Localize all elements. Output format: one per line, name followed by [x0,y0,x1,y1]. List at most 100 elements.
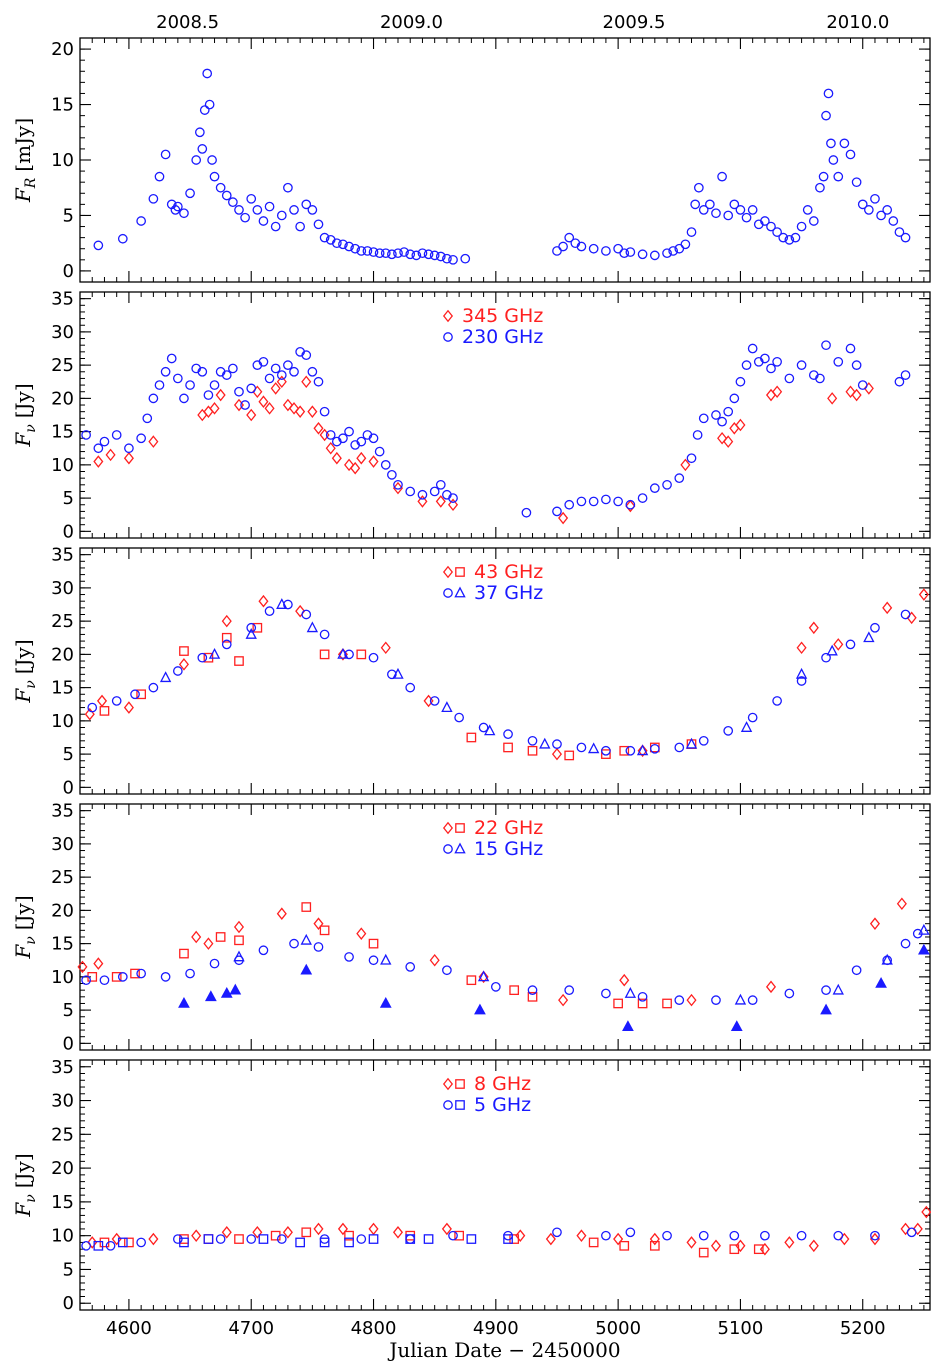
data-point [392,667,404,679]
data-point [258,594,269,608]
data-point [906,611,917,625]
data-point [741,360,752,370]
data-point [417,248,428,259]
data-point [136,216,147,226]
data-point [823,88,834,99]
data-point [179,646,189,656]
data-point [233,920,245,934]
data-point [81,975,91,986]
data-point [625,745,636,756]
data-point [331,238,342,249]
data-point [442,253,452,264]
data-point [319,649,330,660]
data-point [350,243,361,254]
data-point [191,930,202,944]
data-point [723,435,734,448]
data-point [740,721,753,732]
data-point [203,937,214,950]
data-point [387,469,397,480]
data-point [435,251,446,262]
data-point [680,239,691,250]
data-point [601,745,611,756]
data-point [228,363,238,374]
data-point [93,443,104,454]
data-point [130,968,140,979]
y-axis-label-unit: [Jy] [11,383,35,418]
data-point [747,712,758,723]
data-point [313,1222,324,1236]
data-series [81,340,911,518]
data-point [784,1236,795,1249]
data-point [466,732,477,743]
data-point [545,1232,556,1246]
data-point [99,975,110,986]
legend-marker [442,309,454,323]
data-point [338,433,348,444]
data-point [197,366,208,377]
data-point [698,413,709,424]
data-point [474,1003,486,1015]
data-point [276,375,287,389]
data-point [717,171,727,182]
data-point [588,496,599,507]
data-point [368,652,379,663]
data-point [264,201,275,212]
data-point [918,588,929,601]
data-point [441,701,453,712]
data-point [826,138,836,149]
data-point [319,232,330,243]
data-point [123,701,134,714]
data-point [833,638,844,651]
data-point [258,945,269,956]
data-point [851,360,862,370]
data-point [172,201,183,212]
data-point [760,1230,770,1241]
data-point [221,614,232,628]
data-point [730,1020,743,1032]
data-point [204,990,217,1002]
data-point [576,742,587,753]
y-tick-label: 35 [51,1057,74,1078]
data-point [876,210,886,221]
data-point [202,68,213,79]
data-point [588,1237,599,1248]
data-point [888,216,899,226]
data-point [380,460,391,470]
data-point [337,1222,348,1236]
year-tick-label: 2009.5 [603,12,666,33]
data-point [637,493,648,503]
data-point [300,963,313,975]
data-point [845,343,856,354]
data-point [270,221,281,232]
data-point [766,363,776,374]
data-point [478,970,489,984]
data-point [221,370,232,380]
data-point [344,1237,354,1248]
data-point [313,376,324,387]
data-point [686,993,697,1007]
data-point [698,1230,709,1241]
data-point [99,706,110,716]
data-point [918,943,930,955]
data-point [601,246,611,256]
data-point [276,907,287,920]
data-point [503,742,513,753]
data-point [796,1230,807,1241]
y-tick-label: 25 [51,1124,74,1145]
x-tick-label: 4700 [228,1318,274,1339]
data-point [564,985,575,996]
data-point [111,972,122,982]
y-tick-label: 0 [63,261,74,282]
data-point [509,985,520,996]
data-point [209,958,220,969]
data-point [552,739,562,749]
data-point [81,1240,91,1251]
data-point [319,428,330,442]
data-point [405,962,416,972]
data-point [319,629,330,640]
data-point [778,232,789,243]
data-point [896,897,907,911]
data-point [833,171,844,182]
data-point [845,385,856,399]
